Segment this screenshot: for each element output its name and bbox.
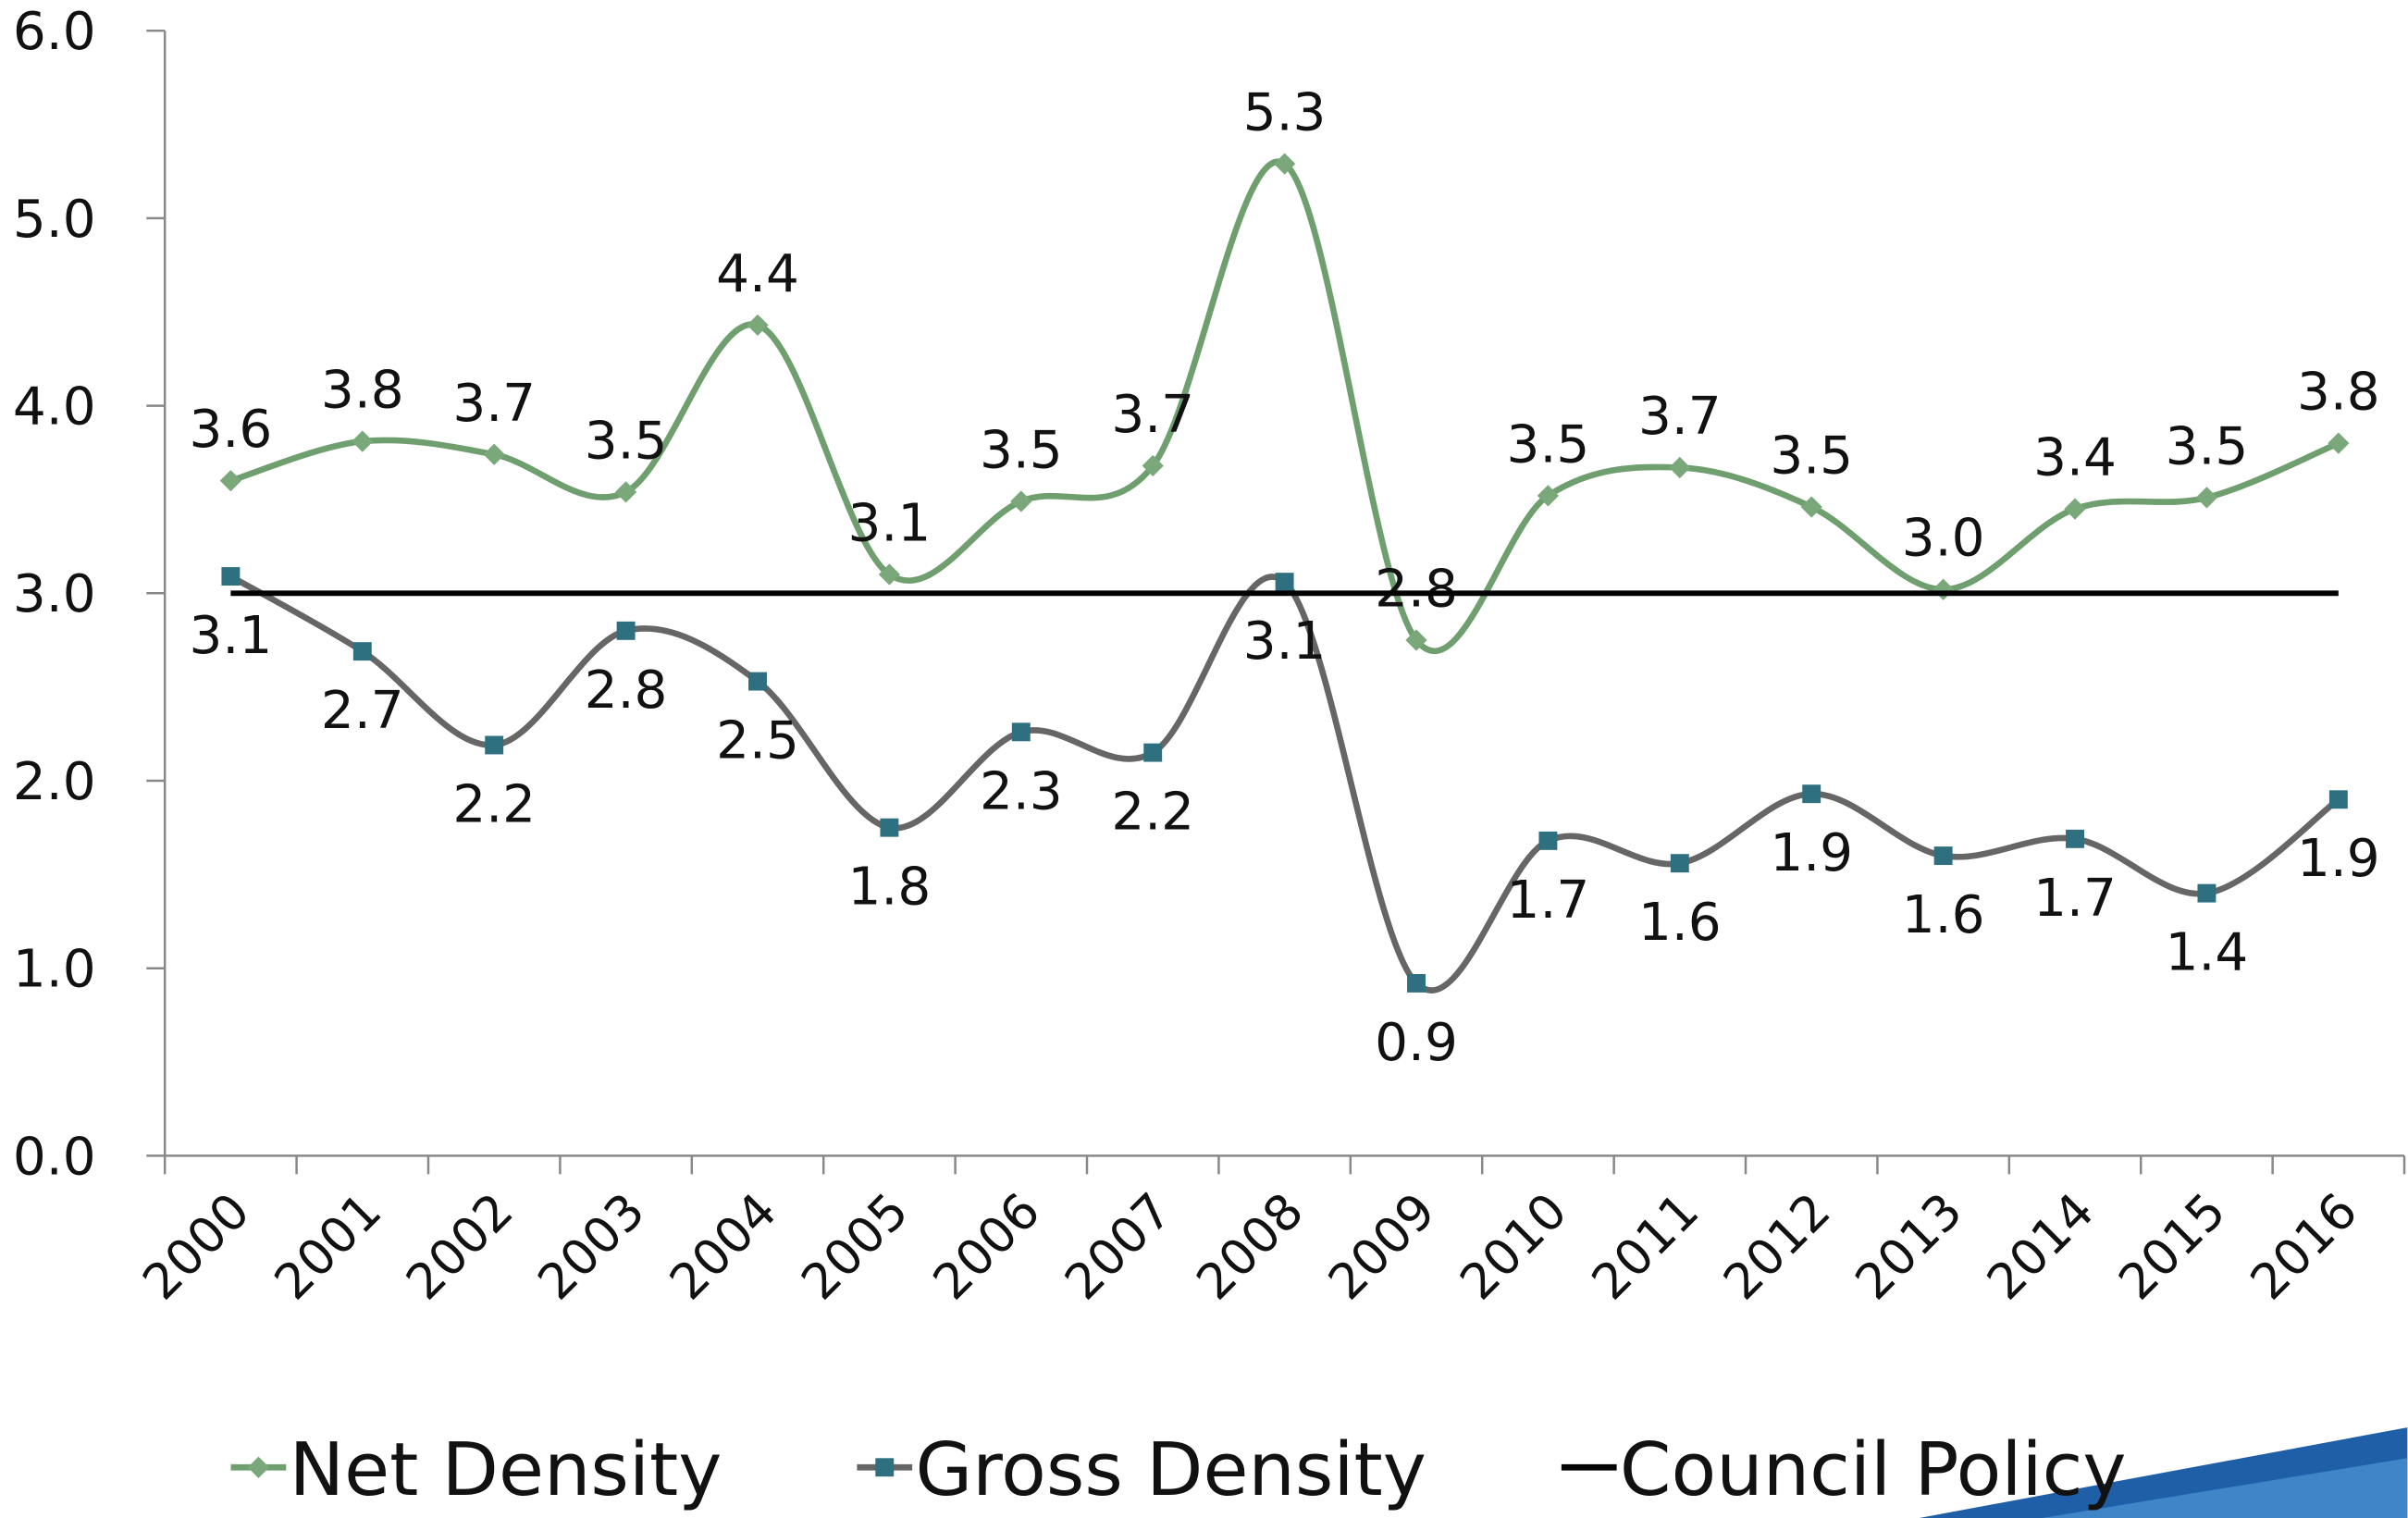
marker [1802, 784, 1821, 804]
marker [1407, 973, 1426, 993]
marker [880, 818, 899, 837]
marker [1143, 743, 1163, 762]
data-label: 3.8 [2297, 363, 2380, 423]
x-tick-label: 2002 [395, 1182, 524, 1311]
data-label: 2.2 [452, 774, 536, 834]
data-label: 3.0 [1902, 509, 1985, 569]
data-label: 2.2 [1111, 783, 1194, 843]
data-label: 1.6 [1902, 885, 1985, 945]
data-label: 2.3 [980, 761, 1063, 821]
marker [2197, 883, 2217, 903]
x-tick-label: 2007 [1054, 1182, 1182, 1311]
x-tick-label: 2009 [1317, 1182, 1446, 1311]
data-label: 5.3 [1243, 83, 1327, 143]
data-label: 4.4 [716, 244, 799, 304]
data-label: 1.7 [2033, 869, 2117, 929]
marker [221, 567, 241, 586]
data-label: 1.4 [2166, 923, 2249, 983]
y-tick-label: 4.0 [13, 377, 96, 438]
marker [1011, 722, 1031, 742]
data-label: 3.8 [321, 361, 404, 421]
y-tick-label: 5.0 [13, 190, 96, 250]
x-tick-label: 2001 [264, 1182, 392, 1311]
x-tick-label: 2006 [922, 1182, 1051, 1311]
data-label: 3.4 [2033, 428, 2117, 488]
marker [748, 672, 767, 691]
x-tick-label: 2011 [1581, 1182, 1710, 1311]
x-tick-label: 2000 [131, 1182, 260, 1311]
marker [1800, 496, 1822, 518]
data-label: 2.7 [321, 681, 404, 741]
data-label: 3.1 [1243, 611, 1327, 672]
data-label: 3.7 [452, 374, 536, 434]
marker [1010, 490, 1032, 512]
data-label: 3.7 [1111, 385, 1194, 445]
marker [2328, 790, 2348, 809]
marker [219, 470, 242, 492]
marker [2328, 432, 2350, 454]
data-label: 3.5 [2166, 416, 2249, 476]
marker [616, 621, 636, 640]
x-tick-label: 2016 [2240, 1182, 2368, 1311]
data-label: 3.5 [980, 420, 1063, 480]
marker [352, 642, 372, 661]
marker [483, 443, 505, 465]
data-label: 2.8 [1375, 559, 1458, 619]
legend-label: Council Policy [1620, 1426, 2127, 1512]
data-label: 1.9 [2297, 829, 2380, 889]
x-tick-label: 2012 [1712, 1182, 1841, 1311]
y-tick-label: 6.0 [13, 2, 96, 62]
data-label: 3.6 [190, 400, 273, 460]
marker [352, 430, 374, 452]
data-label: 3.1 [190, 606, 273, 666]
x-tick-label: 2015 [2107, 1182, 2236, 1311]
data-label: 1.7 [1507, 870, 1590, 931]
legend-label: Net Density [290, 1426, 722, 1512]
x-tick-label: 2008 [1186, 1182, 1315, 1311]
x-tick-label: 2003 [527, 1182, 656, 1311]
data-label: 2.5 [716, 711, 799, 771]
data-label: 3.5 [585, 411, 668, 471]
marker [2064, 498, 2086, 520]
data-label: 3.5 [1770, 426, 1853, 487]
x-tick-label: 2005 [790, 1182, 919, 1311]
y-tick-label: 0.0 [13, 1127, 96, 1187]
data-label: 1.9 [1770, 823, 1853, 883]
marker [614, 481, 637, 503]
data-label: 3.7 [1638, 387, 1722, 447]
legend-marker [875, 1458, 895, 1477]
marker [1275, 573, 1294, 592]
data-label: 2.8 [585, 660, 668, 721]
marker [1669, 456, 1691, 479]
marker [1670, 854, 1689, 873]
marker [2195, 487, 2218, 509]
marker [2066, 829, 2084, 848]
marker [1142, 454, 1164, 477]
data-label: 3.1 [848, 494, 932, 554]
legend-marker [247, 1456, 270, 1478]
legend-label: Gross Density [915, 1426, 1426, 1512]
marker [485, 735, 504, 755]
data-label: 0.9 [1375, 1013, 1458, 1073]
x-tick-label: 2014 [1976, 1182, 2105, 1311]
marker [1933, 578, 1955, 600]
y-tick-label: 2.0 [13, 752, 96, 812]
x-tick-label: 2010 [1449, 1182, 1577, 1311]
x-tick-label: 2004 [659, 1182, 787, 1311]
marker [878, 563, 901, 586]
data-label: 1.8 [848, 858, 932, 918]
marker [1405, 629, 1427, 651]
data-label: 1.6 [1638, 893, 1722, 953]
marker [1273, 153, 1296, 175]
y-tick-label: 3.0 [13, 564, 96, 624]
marker [1933, 846, 1953, 866]
x-tick-label: 2013 [1845, 1182, 1973, 1311]
y-tick-label: 1.0 [13, 940, 96, 1000]
marker [1538, 831, 1558, 850]
data-label: 3.5 [1507, 414, 1590, 475]
